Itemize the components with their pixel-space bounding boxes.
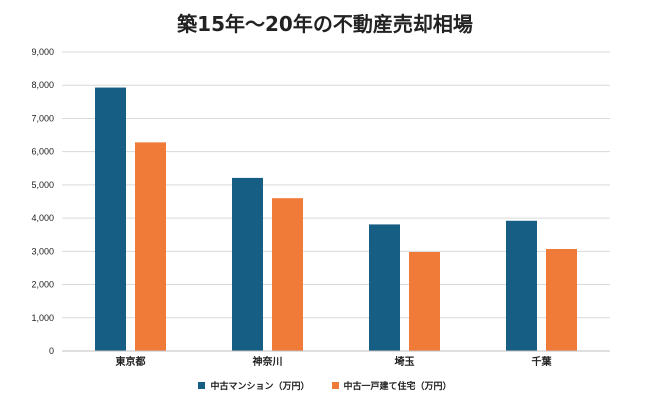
x-category-label: 神奈川: [253, 355, 283, 368]
y-tick-label: 2,000: [31, 280, 54, 290]
chart-title: 築15年～20年の不動産売却相場: [177, 12, 473, 36]
y-tick-label: 7,000: [31, 113, 54, 123]
y-axis-tick-labels: 0 1,000 2,000 3,000 4,000 5,000 6,000 7,000 8,00…: [31, 47, 54, 356]
bar-house-2: [409, 251, 440, 351]
bar-mansion-3: [506, 220, 537, 351]
legend-label: 中古マンション（万円）: [210, 382, 310, 392]
bar-mansion-2: [369, 224, 400, 351]
bar-house-1: [272, 198, 303, 351]
legend-item-0: 中古マンション（万円）: [198, 379, 310, 392]
legend-item-1: 中古一戸建て住宅（万円）: [331, 379, 452, 392]
y-tick-label: 8,000: [31, 80, 54, 90]
y-tick-label: 0: [49, 346, 54, 356]
y-tick-label: 1,000: [31, 313, 54, 323]
x-category-label: 埼玉: [395, 355, 415, 368]
bar-house-0: [135, 142, 166, 351]
y-tick-label: 4,000: [31, 213, 54, 223]
y-tick-label: 6,000: [31, 147, 54, 157]
legend-swatch: [198, 382, 206, 389]
y-tick-label: 9,000: [31, 47, 54, 57]
bar-house-3: [546, 249, 577, 351]
x-category-label: 千葉: [532, 355, 553, 368]
y-tick-label: 5,000: [31, 180, 54, 190]
legend-label: 中古一戸建て住宅（万円）: [343, 382, 452, 392]
x-axis: 東京都 神奈川 埼玉 千葉: [62, 350, 610, 368]
bars: [95, 87, 577, 351]
x-category-label: 東京都: [116, 355, 146, 368]
bar-mansion-0: [95, 87, 126, 351]
legend-swatch: [331, 382, 339, 389]
bar-mansion-1: [232, 177, 263, 351]
y-tick-label: 3,000: [31, 246, 54, 256]
legend: 中古マンション（万円） 中古一戸建て住宅（万円）: [0, 379, 650, 392]
